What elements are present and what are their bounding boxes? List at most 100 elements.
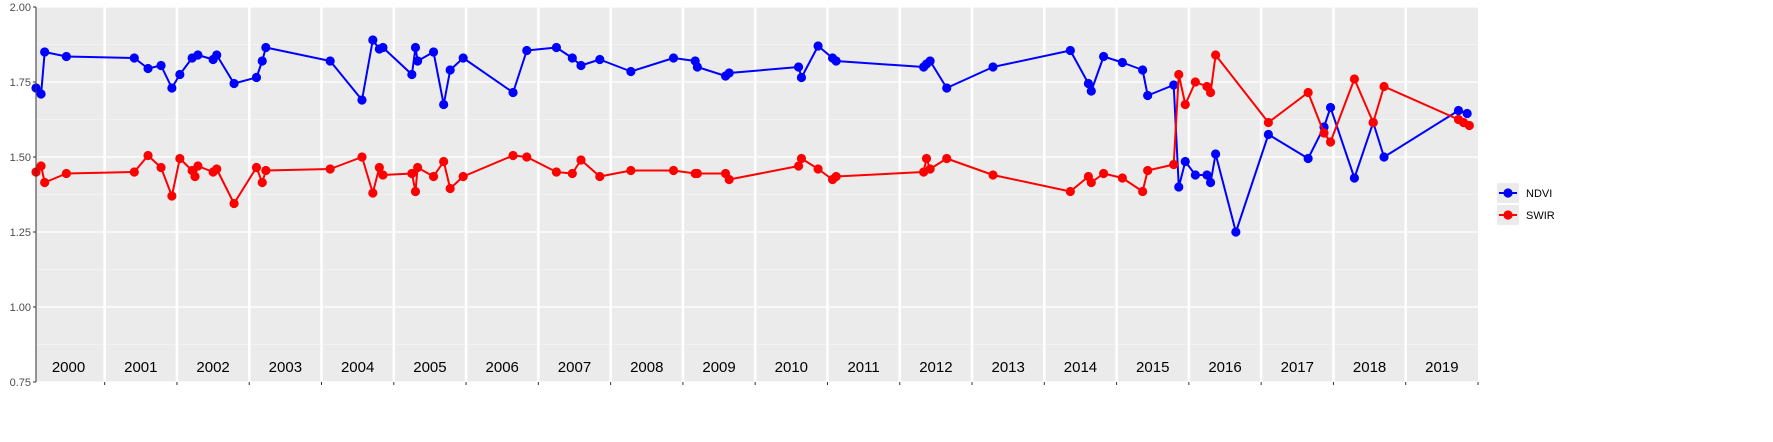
- data-point: [813, 41, 823, 51]
- data-point: [193, 50, 203, 60]
- data-point: [1098, 51, 1109, 62]
- year-label: 2016: [1208, 359, 1241, 376]
- year-label: 2012: [919, 359, 952, 376]
- data-point: [1325, 102, 1336, 113]
- data-point: [551, 167, 562, 177]
- y-tick-label: 1.50: [10, 152, 31, 164]
- data-point: [212, 50, 222, 60]
- data-point: [1143, 90, 1153, 101]
- data-point: [796, 72, 807, 83]
- data-point: [1086, 86, 1096, 96]
- legend-label: NDVI: [1526, 188, 1552, 200]
- y-tick-label: 1.75: [10, 77, 31, 89]
- data-point: [428, 171, 439, 182]
- data-point: [1169, 80, 1179, 90]
- data-point: [229, 198, 239, 209]
- legend-item: NDVI: [1497, 183, 1552, 203]
- data-point: [724, 68, 734, 78]
- data-point: [1117, 173, 1127, 183]
- data-point: [36, 89, 46, 99]
- data-point: [61, 168, 71, 179]
- data-point: [1190, 170, 1200, 180]
- data-point: [1205, 87, 1216, 98]
- data-point: [551, 42, 562, 53]
- data-point: [193, 161, 203, 171]
- data-point: [1098, 168, 1109, 179]
- data-point: [595, 54, 605, 65]
- data-point: [413, 56, 423, 66]
- gridlines: [36, 6, 1478, 383]
- data-point: [668, 53, 679, 63]
- year-label: 2014: [1064, 359, 1097, 376]
- data-point: [942, 83, 952, 93]
- data-point: [1303, 87, 1313, 98]
- data-point: [439, 99, 449, 110]
- data-point: [925, 164, 935, 174]
- data-point: [1180, 99, 1190, 110]
- data-point: [407, 69, 417, 80]
- data-point: [1453, 105, 1464, 116]
- data-point: [567, 53, 577, 63]
- year-labels: 2000 2001 2002 2003 2004 2005 2006 2007 2008 2009…: [52, 359, 1459, 376]
- data-point: [522, 45, 532, 56]
- year-label: 2015: [1136, 359, 1169, 376]
- data-point: [921, 153, 932, 164]
- data-point: [357, 152, 367, 162]
- data-point: [1174, 182, 1184, 192]
- data-point: [1065, 45, 1075, 56]
- year-label: 2007: [558, 359, 591, 376]
- data-point: [793, 62, 804, 72]
- data-point: [175, 69, 185, 80]
- data-point: [439, 156, 449, 167]
- data-point: [1349, 173, 1359, 183]
- data-point: [374, 162, 384, 173]
- data-point: [576, 60, 586, 71]
- legend: NDVI SWIR: [1497, 183, 1555, 225]
- y-axis: 0.75 1.00 1.25 1.50 1.75 2.00: [10, 2, 37, 389]
- year-label: 2000: [52, 359, 85, 376]
- data-point: [1263, 117, 1273, 128]
- data-point: [668, 165, 679, 176]
- legend-item: SWIR: [1497, 205, 1555, 225]
- year-label: 2002: [196, 359, 229, 376]
- data-point: [1205, 177, 1216, 188]
- data-point: [626, 165, 636, 176]
- data-point: [1303, 153, 1313, 164]
- data-point: [1190, 77, 1200, 87]
- data-point: [1065, 186, 1075, 197]
- data-point: [793, 161, 804, 171]
- data-point: [595, 171, 605, 182]
- data-point: [1174, 69, 1184, 80]
- data-point: [410, 42, 421, 53]
- year-label: 2004: [341, 359, 374, 376]
- data-point: [522, 152, 532, 162]
- data-point: [1379, 81, 1389, 92]
- year-label: 2009: [702, 359, 735, 376]
- year-label: 2013: [991, 359, 1024, 376]
- data-point: [458, 53, 468, 63]
- data-point: [1263, 129, 1273, 140]
- data-point: [988, 170, 998, 180]
- data-point: [325, 164, 335, 174]
- year-label: 2006: [486, 359, 519, 376]
- data-point: [129, 53, 139, 63]
- data-point: [325, 56, 335, 66]
- data-point: [692, 168, 702, 179]
- data-point: [942, 153, 952, 164]
- series-layer: [31, 35, 1474, 237]
- year-label: 2019: [1425, 359, 1458, 376]
- data-point: [378, 42, 388, 53]
- data-point: [428, 47, 439, 57]
- data-point: [156, 60, 166, 71]
- year-label: 2017: [1281, 359, 1314, 376]
- data-point: [813, 164, 823, 174]
- data-point: [410, 186, 421, 197]
- data-point: [175, 153, 185, 164]
- x-axis: [104, 382, 1479, 385]
- data-point: [261, 165, 271, 176]
- data-point: [143, 63, 153, 74]
- data-point: [567, 168, 577, 179]
- data-point: [1180, 156, 1190, 167]
- data-point: [831, 56, 841, 66]
